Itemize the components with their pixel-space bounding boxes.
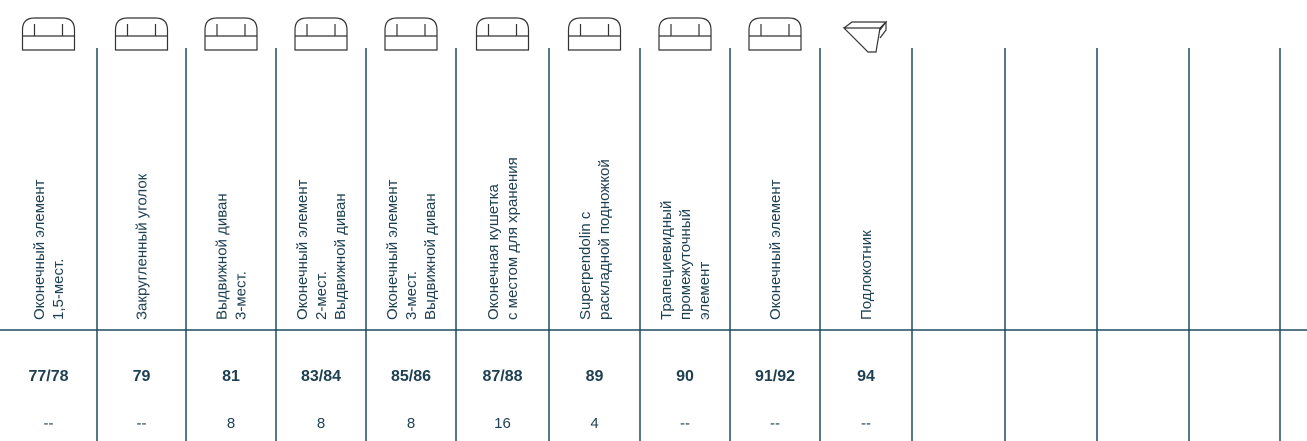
icon [658, 17, 712, 51]
column-label: 3-мест. [403, 271, 420, 320]
item-code: 85/86 [391, 368, 431, 385]
item-qty: -- [137, 415, 147, 432]
column-label: Выдвижной диван [422, 193, 439, 320]
column-label: промежуточный [677, 209, 694, 320]
item-qty: 4 [590, 415, 598, 432]
column-label: Выдвижной диван [332, 193, 349, 320]
column-label: раскладной подножкой [596, 159, 613, 320]
icon [204, 17, 258, 51]
column-label: 2-мест. [313, 271, 330, 320]
item-qty: 8 [407, 415, 415, 432]
icon [475, 17, 530, 51]
column-label: Выдвижной диван [214, 193, 231, 320]
column-label: Закругленный уголок [134, 173, 151, 320]
icon [842, 20, 888, 53]
item-qty: -- [680, 415, 690, 432]
column-label: с местом для хранения [504, 157, 521, 320]
item-qty: -- [44, 415, 54, 432]
icon [114, 17, 169, 51]
item-code: 91/92 [755, 368, 795, 385]
item-code: 81 [222, 368, 240, 385]
item-qty: -- [770, 415, 780, 432]
icon [748, 17, 802, 51]
column-label: Оконечный элемент [384, 179, 401, 320]
column-label: Superpendolin с [577, 211, 594, 320]
item-code: 87/88 [482, 368, 522, 385]
icon [21, 17, 76, 51]
column-label: Трапециевидный [658, 201, 675, 320]
column-label: элемент [696, 262, 713, 320]
column-label: 1,5-мест. [50, 259, 67, 320]
item-qty: 8 [227, 415, 235, 432]
icon [294, 17, 348, 51]
item-code: 94 [857, 368, 875, 385]
item-code: 77/78 [28, 368, 68, 385]
column-label: Оконечный элемент [767, 179, 784, 320]
column-label: Оконечный элемент [294, 179, 311, 320]
item-code: 79 [133, 368, 151, 385]
icon [567, 17, 622, 51]
item-qty: 8 [317, 415, 325, 432]
icon [384, 17, 438, 51]
item-qty: -- [861, 415, 871, 432]
item-qty: 16 [494, 415, 511, 432]
item-code: 83/84 [301, 368, 341, 385]
column-label: Оконечная кушетка [485, 184, 502, 320]
item-code: 90 [676, 368, 694, 385]
column-label: Подлокотник [858, 230, 875, 320]
column-label: 3-мест. [233, 271, 250, 320]
column-label: Оконечный элемент [31, 179, 48, 320]
item-code: 89 [586, 368, 604, 385]
